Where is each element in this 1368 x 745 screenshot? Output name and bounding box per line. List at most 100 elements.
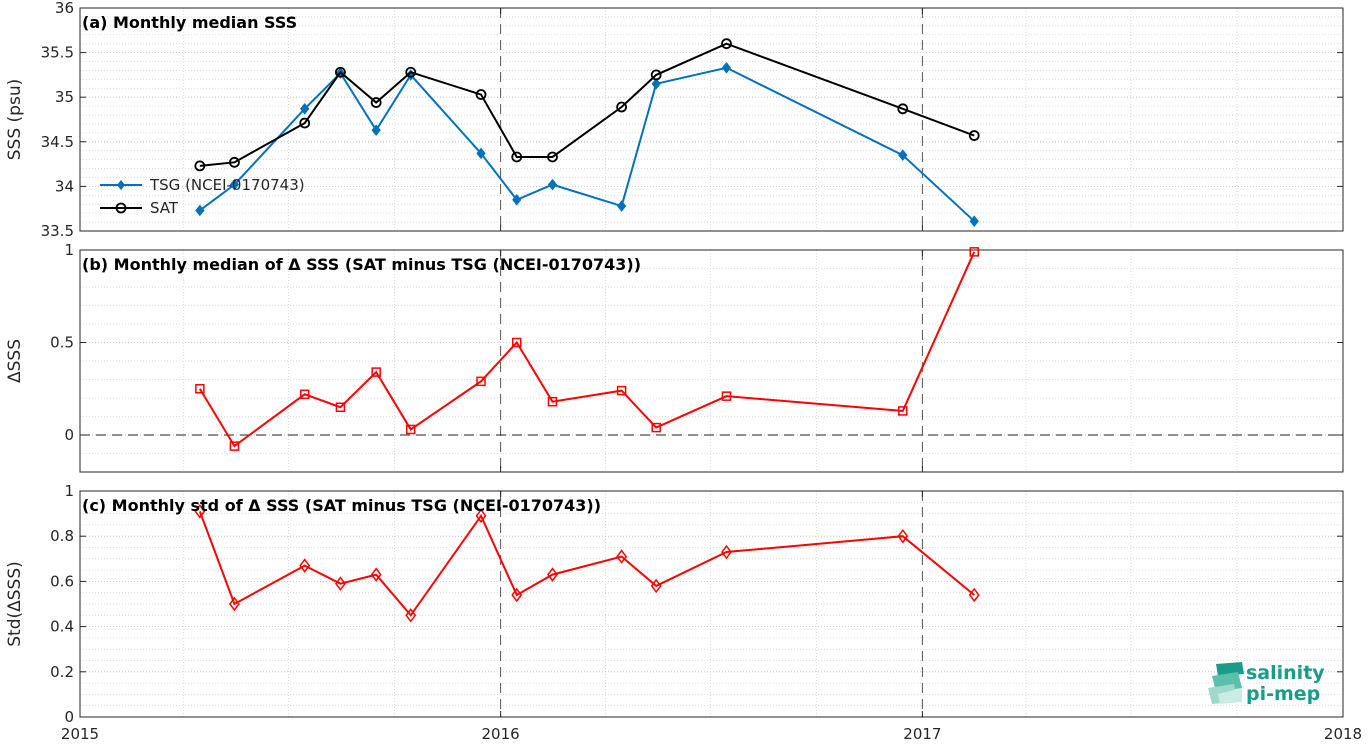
- data-point: [476, 376, 486, 387]
- data-point: [616, 385, 627, 396]
- data-point: [511, 337, 522, 348]
- data-point: [721, 391, 732, 401]
- data-point: [721, 61, 732, 74]
- y-tick-label: 35: [55, 88, 74, 106]
- logo-line2: pi-mep: [1246, 683, 1320, 705]
- y-tick-label: 36: [55, 0, 74, 17]
- data-point: [405, 608, 417, 623]
- data-point: [968, 130, 980, 141]
- data-point: [898, 149, 908, 161]
- data-point: [299, 558, 311, 573]
- axes-box: [79, 490, 1344, 718]
- data-point: [405, 66, 417, 78]
- data-point: [969, 247, 979, 257]
- data-point: [616, 101, 628, 113]
- data-point: [547, 178, 558, 191]
- data-point: [229, 156, 240, 168]
- y-tick-label: 33.5: [41, 222, 74, 240]
- y-tick-label: 34.5: [41, 133, 74, 151]
- data-point: [511, 587, 523, 603]
- y-tick-label: 0.2: [50, 663, 74, 681]
- series-line: [199, 42, 975, 167]
- data-point: [300, 102, 310, 115]
- y-axis-label: Std(ΔSSS): [5, 561, 25, 647]
- y-tick-label: 1: [64, 241, 74, 259]
- y-tick-label: 0.5: [50, 334, 74, 352]
- data-point: [405, 424, 416, 435]
- data-point: [547, 396, 558, 407]
- legend-marker: [117, 180, 125, 190]
- panel-3: 0 0.2 0.4 0.6 0.8 1 Std(ΔSSS) (c) Monthly std o…: [5, 482, 1344, 726]
- series-line: [199, 66, 975, 222]
- data-point: [721, 38, 732, 50]
- data-point: [968, 587, 980, 603]
- data-point: [194, 160, 206, 172]
- x-tick-label: 2017: [903, 725, 941, 743]
- data-point: [334, 576, 346, 591]
- x-axis: 2015 2016 2017 2018: [61, 725, 1362, 743]
- data-point: [721, 544, 732, 560]
- legend-label: TSG (NCEI-0170743): [149, 176, 305, 194]
- data-point: [475, 508, 487, 524]
- data-point: [229, 441, 240, 451]
- data-point: [194, 504, 206, 519]
- wave-logo-icon: [1208, 662, 1244, 704]
- panel-title: (b) Monthly median of Δ SSS (SAT minus T…: [82, 255, 641, 274]
- data-point: [335, 402, 346, 412]
- data-point: [616, 549, 628, 564]
- data-point: [371, 124, 381, 137]
- legend-marker: [115, 202, 127, 214]
- axes-box: [79, 249, 1344, 473]
- panel-title: (c) Monthly std of Δ SSS (SAT minus TSG …: [82, 496, 601, 515]
- data-point: [299, 117, 311, 129]
- logo-line1: salinity: [1246, 662, 1325, 684]
- y-tick-label: 0.6: [50, 572, 74, 590]
- data-point: [475, 89, 487, 100]
- data-point: [370, 97, 382, 108]
- data-point: [370, 567, 382, 582]
- data-point: [650, 578, 662, 594]
- data-point: [898, 406, 908, 416]
- data-point: [195, 204, 205, 217]
- y-tick-label: 0.4: [50, 618, 74, 636]
- data-point: [228, 596, 240, 612]
- data-point: [511, 151, 523, 163]
- legend-label: SAT: [150, 199, 179, 217]
- x-tick-label: 2015: [61, 725, 99, 743]
- data-point: [897, 528, 909, 544]
- data-point: [512, 193, 522, 206]
- y-axis-label: ΔSSS: [5, 339, 25, 383]
- panel-title: (a) Monthly median SSS: [82, 13, 297, 32]
- data-point: [547, 151, 558, 163]
- panel-2: 0 0.5 1 ΔSSS (b) Monthly median of Δ SSS (SA…: [5, 241, 1344, 473]
- data-point: [897, 103, 909, 115]
- data-point: [651, 78, 661, 90]
- legend: TSG (NCEI-0170743) SAT: [100, 176, 305, 217]
- data-point: [299, 389, 310, 400]
- data-point: [650, 69, 662, 81]
- data-point: [195, 384, 205, 394]
- data-point: [651, 422, 661, 433]
- x-tick-label: 2016: [482, 725, 520, 743]
- axes-box: [79, 7, 1344, 232]
- y-tick-label: 34: [55, 177, 74, 195]
- data-point: [229, 178, 240, 191]
- y-tick-label: 0: [64, 426, 74, 444]
- data-point: [969, 215, 979, 227]
- y-tick-label: 35.5: [41, 44, 74, 62]
- y-tick-label: 1: [64, 482, 74, 500]
- series-line: [198, 251, 976, 448]
- series-line: [198, 510, 975, 617]
- data-point: [476, 147, 486, 160]
- data-point: [547, 567, 558, 582]
- salinity-pi-mep-logo: salinity pi-mep: [1208, 658, 1338, 706]
- data-point: [335, 66, 346, 78]
- panel-1: 33.5 34 34.5 35 35.5 36 SSS (psu) (a) Monthly m…: [5, 0, 1344, 240]
- y-tick-label: 0: [64, 708, 74, 726]
- x-tick-label: 2018: [1324, 725, 1362, 743]
- y-tick-label: 0.8: [50, 527, 74, 545]
- data-point: [616, 200, 627, 212]
- data-point: [371, 367, 381, 377]
- y-axis-label: SSS (psu): [5, 79, 25, 160]
